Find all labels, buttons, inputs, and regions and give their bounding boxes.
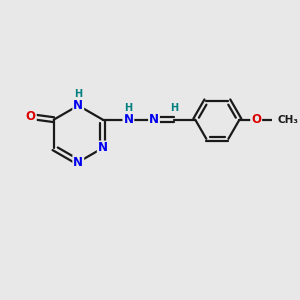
Text: O: O — [26, 110, 36, 124]
Text: O: O — [251, 113, 261, 126]
Text: CH₃: CH₃ — [278, 115, 299, 125]
Text: N: N — [73, 99, 83, 112]
Text: H: H — [74, 89, 82, 99]
Text: H: H — [170, 103, 178, 113]
Text: N: N — [98, 142, 108, 154]
Text: N: N — [123, 113, 134, 126]
Text: H: H — [124, 103, 133, 113]
Text: N: N — [149, 113, 159, 126]
Text: N: N — [73, 156, 83, 169]
